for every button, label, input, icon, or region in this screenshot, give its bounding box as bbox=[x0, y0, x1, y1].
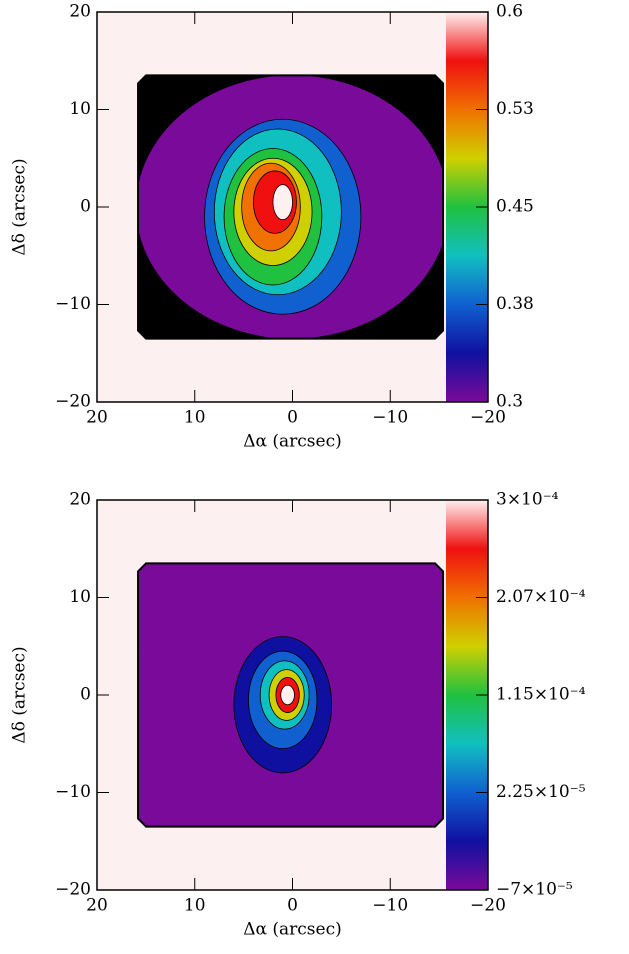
colorbar-tick-label: 0.3 bbox=[496, 392, 523, 412]
x-tick-label: −10 bbox=[372, 408, 408, 428]
y-tick-label: 0 bbox=[80, 197, 91, 217]
map-border bbox=[137, 562, 445, 828]
colorbar-tick-label: 1.15×10⁻⁴ bbox=[496, 685, 586, 705]
colorbar-tick-label: 0.38 bbox=[496, 294, 534, 314]
map bbox=[138, 563, 444, 827]
x-tick-label: 0 bbox=[287, 408, 298, 428]
y-tick-label: −10 bbox=[55, 782, 91, 802]
y-tick-label: 20 bbox=[69, 490, 91, 510]
colorbar-tick-label: 0.45 bbox=[496, 197, 534, 217]
map-border bbox=[137, 74, 445, 340]
colorbar-tick-label: 0.6 bbox=[496, 2, 523, 22]
x-tick-label: 20 bbox=[86, 408, 108, 428]
map bbox=[138, 75, 444, 339]
colorbar-tick-label: 2.07×10⁻⁴ bbox=[496, 587, 586, 607]
colorbar-tick-label: 0.53 bbox=[496, 99, 534, 119]
x-axis-label: Δα (arcsec) bbox=[243, 432, 342, 452]
x-tick-label: 10 bbox=[184, 896, 206, 916]
x-tick-label: −20 bbox=[470, 408, 506, 428]
x-tick-label: 0 bbox=[287, 896, 298, 916]
x-tick-label: 10 bbox=[184, 408, 206, 428]
y-tick-label: 10 bbox=[69, 587, 91, 607]
y-tick-label: −20 bbox=[55, 392, 91, 412]
colorbar-tick-label: 2.25×10⁻⁵ bbox=[496, 782, 586, 802]
y-axis-label: Δδ (arcsec) bbox=[10, 158, 30, 255]
y-tick-label: 20 bbox=[69, 2, 91, 22]
y-tick-label: 0 bbox=[80, 685, 91, 705]
colorbar-tick-label: −7×10⁻⁵ bbox=[496, 880, 573, 900]
panel: −7×10⁻⁵ 2.25×10⁻⁵ 1.15×10⁻⁴ 2.07×10⁻⁴ 3×10⁻⁴… bbox=[10, 490, 586, 940]
y-tick-label: −20 bbox=[55, 880, 91, 900]
x-axis-label: Δα (arcsec) bbox=[243, 920, 342, 940]
map-level bbox=[280, 684, 295, 706]
y-tick-label: −10 bbox=[55, 294, 91, 314]
y-axis-label: Δδ (arcsec) bbox=[10, 646, 30, 743]
x-tick-label: −10 bbox=[372, 896, 408, 916]
x-tick-label: 20 bbox=[86, 896, 108, 916]
x-tick-label: −20 bbox=[470, 896, 506, 916]
colorbar-tick-label: 3×10⁻⁴ bbox=[496, 490, 559, 510]
panel: 0.3 0.38 0.45 0.53 0.6 20 10 0 −10 −20 −20 −10 0 10 20… bbox=[10, 2, 534, 452]
y-tick-label: 10 bbox=[69, 99, 91, 119]
map-level bbox=[272, 184, 293, 221]
